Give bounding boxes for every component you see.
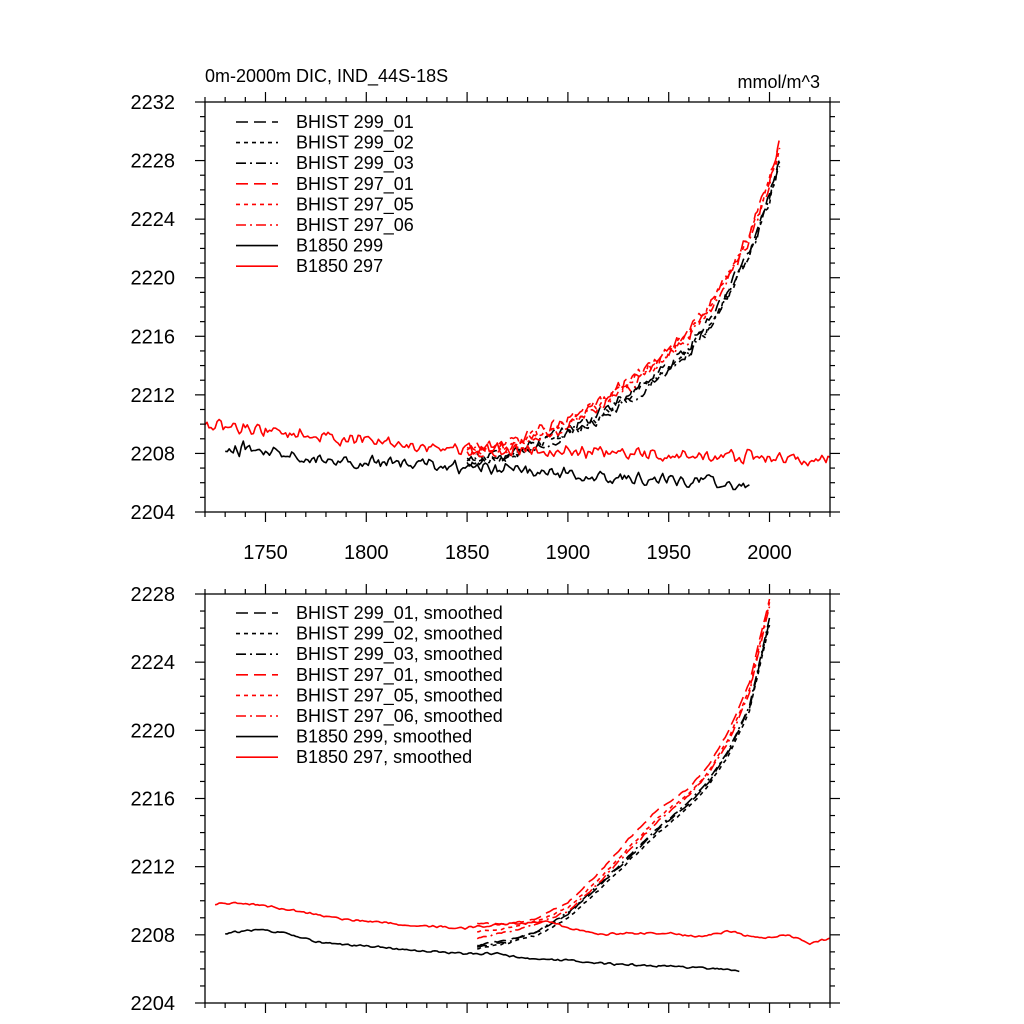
series-line-bhist-297-01 xyxy=(466,138,781,451)
x-tick-label: 2000 xyxy=(747,542,792,564)
y-tick-label: 2204 xyxy=(131,502,176,524)
x-tick-label: 1900 xyxy=(546,542,591,564)
legend-label: BHIST 299_01, smoothed xyxy=(296,603,503,624)
series-line-b1850-297-smoothed xyxy=(214,901,830,946)
legend-label: BHIST 299_03 xyxy=(296,153,414,174)
x-tick-label: 1800 xyxy=(344,542,389,564)
legend-label: BHIST 297_05 xyxy=(296,194,414,215)
bottom-panel: 2204 2208 2212 2216 2220 2224 2228 BHIST 299_01… xyxy=(131,584,840,1015)
series-line-b1850-297 xyxy=(205,418,830,467)
y-tick-label: 2220 xyxy=(131,720,176,742)
legend-label: B1850 299, smoothed xyxy=(296,727,472,747)
series-line-bhist-299-03 xyxy=(466,166,781,467)
y-tick-label: 2208 xyxy=(131,443,176,465)
legend-label: BHIST 299_01 xyxy=(296,112,414,133)
legend-label: BHIST 297_06 xyxy=(296,215,414,236)
legend-label: BHIST 297_06, smoothed xyxy=(296,706,503,727)
series-line-b1850-299-smoothed xyxy=(225,928,740,973)
legend-label: BHIST 299_03, smoothed xyxy=(296,644,503,665)
y-tick-label: 2220 xyxy=(131,268,176,290)
series-line-bhist-299-03-smoothed xyxy=(476,617,771,949)
series-line-bhist-299-02 xyxy=(466,157,781,465)
y-tick-label: 2212 xyxy=(131,857,176,879)
y-tick-label: 2212 xyxy=(131,385,176,407)
series-line-bhist-297-06-smoothed xyxy=(476,606,771,940)
legend-label: BHIST 299_02 xyxy=(296,133,414,154)
legend-label: BHIST 297_05, smoothed xyxy=(296,685,503,706)
x-tick-label: 1850 xyxy=(445,542,490,564)
series-line-bhist-299-01 xyxy=(466,161,781,463)
y-tick-label: 2228 xyxy=(131,584,176,606)
legend-label: BHIST 297_01, smoothed xyxy=(296,665,503,686)
series-line-bhist-297-05-smoothed xyxy=(477,602,771,933)
legend-label: B1850 299 xyxy=(296,236,383,256)
units-label: mmol/m^3 xyxy=(738,72,820,92)
legend-label: B1850 297 xyxy=(296,256,383,276)
series-line-bhist-299-02-smoothed xyxy=(477,624,771,950)
legend-label: BHIST 299_02, smoothed xyxy=(296,624,503,645)
y-tick-label: 2224 xyxy=(131,209,176,231)
y-tick-label: 2216 xyxy=(131,789,176,811)
y-tick-label: 2216 xyxy=(131,326,176,348)
y-tick-label: 2228 xyxy=(131,151,176,173)
legend-label: B1850 297, smoothed xyxy=(296,747,472,767)
series-line-b1850-299 xyxy=(225,440,750,491)
series-line-bhist-297-01-smoothed xyxy=(477,598,771,926)
top-panel: 1750 1800 1850 1900 1950 2000 2204 2208 2212 2216… xyxy=(131,66,840,564)
y-tick-label: 2232 xyxy=(131,92,176,114)
chart-title: 0m-2000m DIC, IND_44S-18S xyxy=(205,66,448,87)
y-tick-label: 2208 xyxy=(131,925,176,947)
series-line-bhist-297-05 xyxy=(466,147,781,455)
series-line-bhist-299-01-smoothed xyxy=(477,621,771,947)
x-tick-label: 1750 xyxy=(243,542,288,564)
y-tick-label: 2224 xyxy=(131,652,176,674)
y-tick-label: 2204 xyxy=(131,993,176,1015)
legend-label: BHIST 297_01 xyxy=(296,174,414,195)
series-line-bhist-297-06 xyxy=(466,146,781,458)
x-tick-label: 1950 xyxy=(646,542,691,564)
